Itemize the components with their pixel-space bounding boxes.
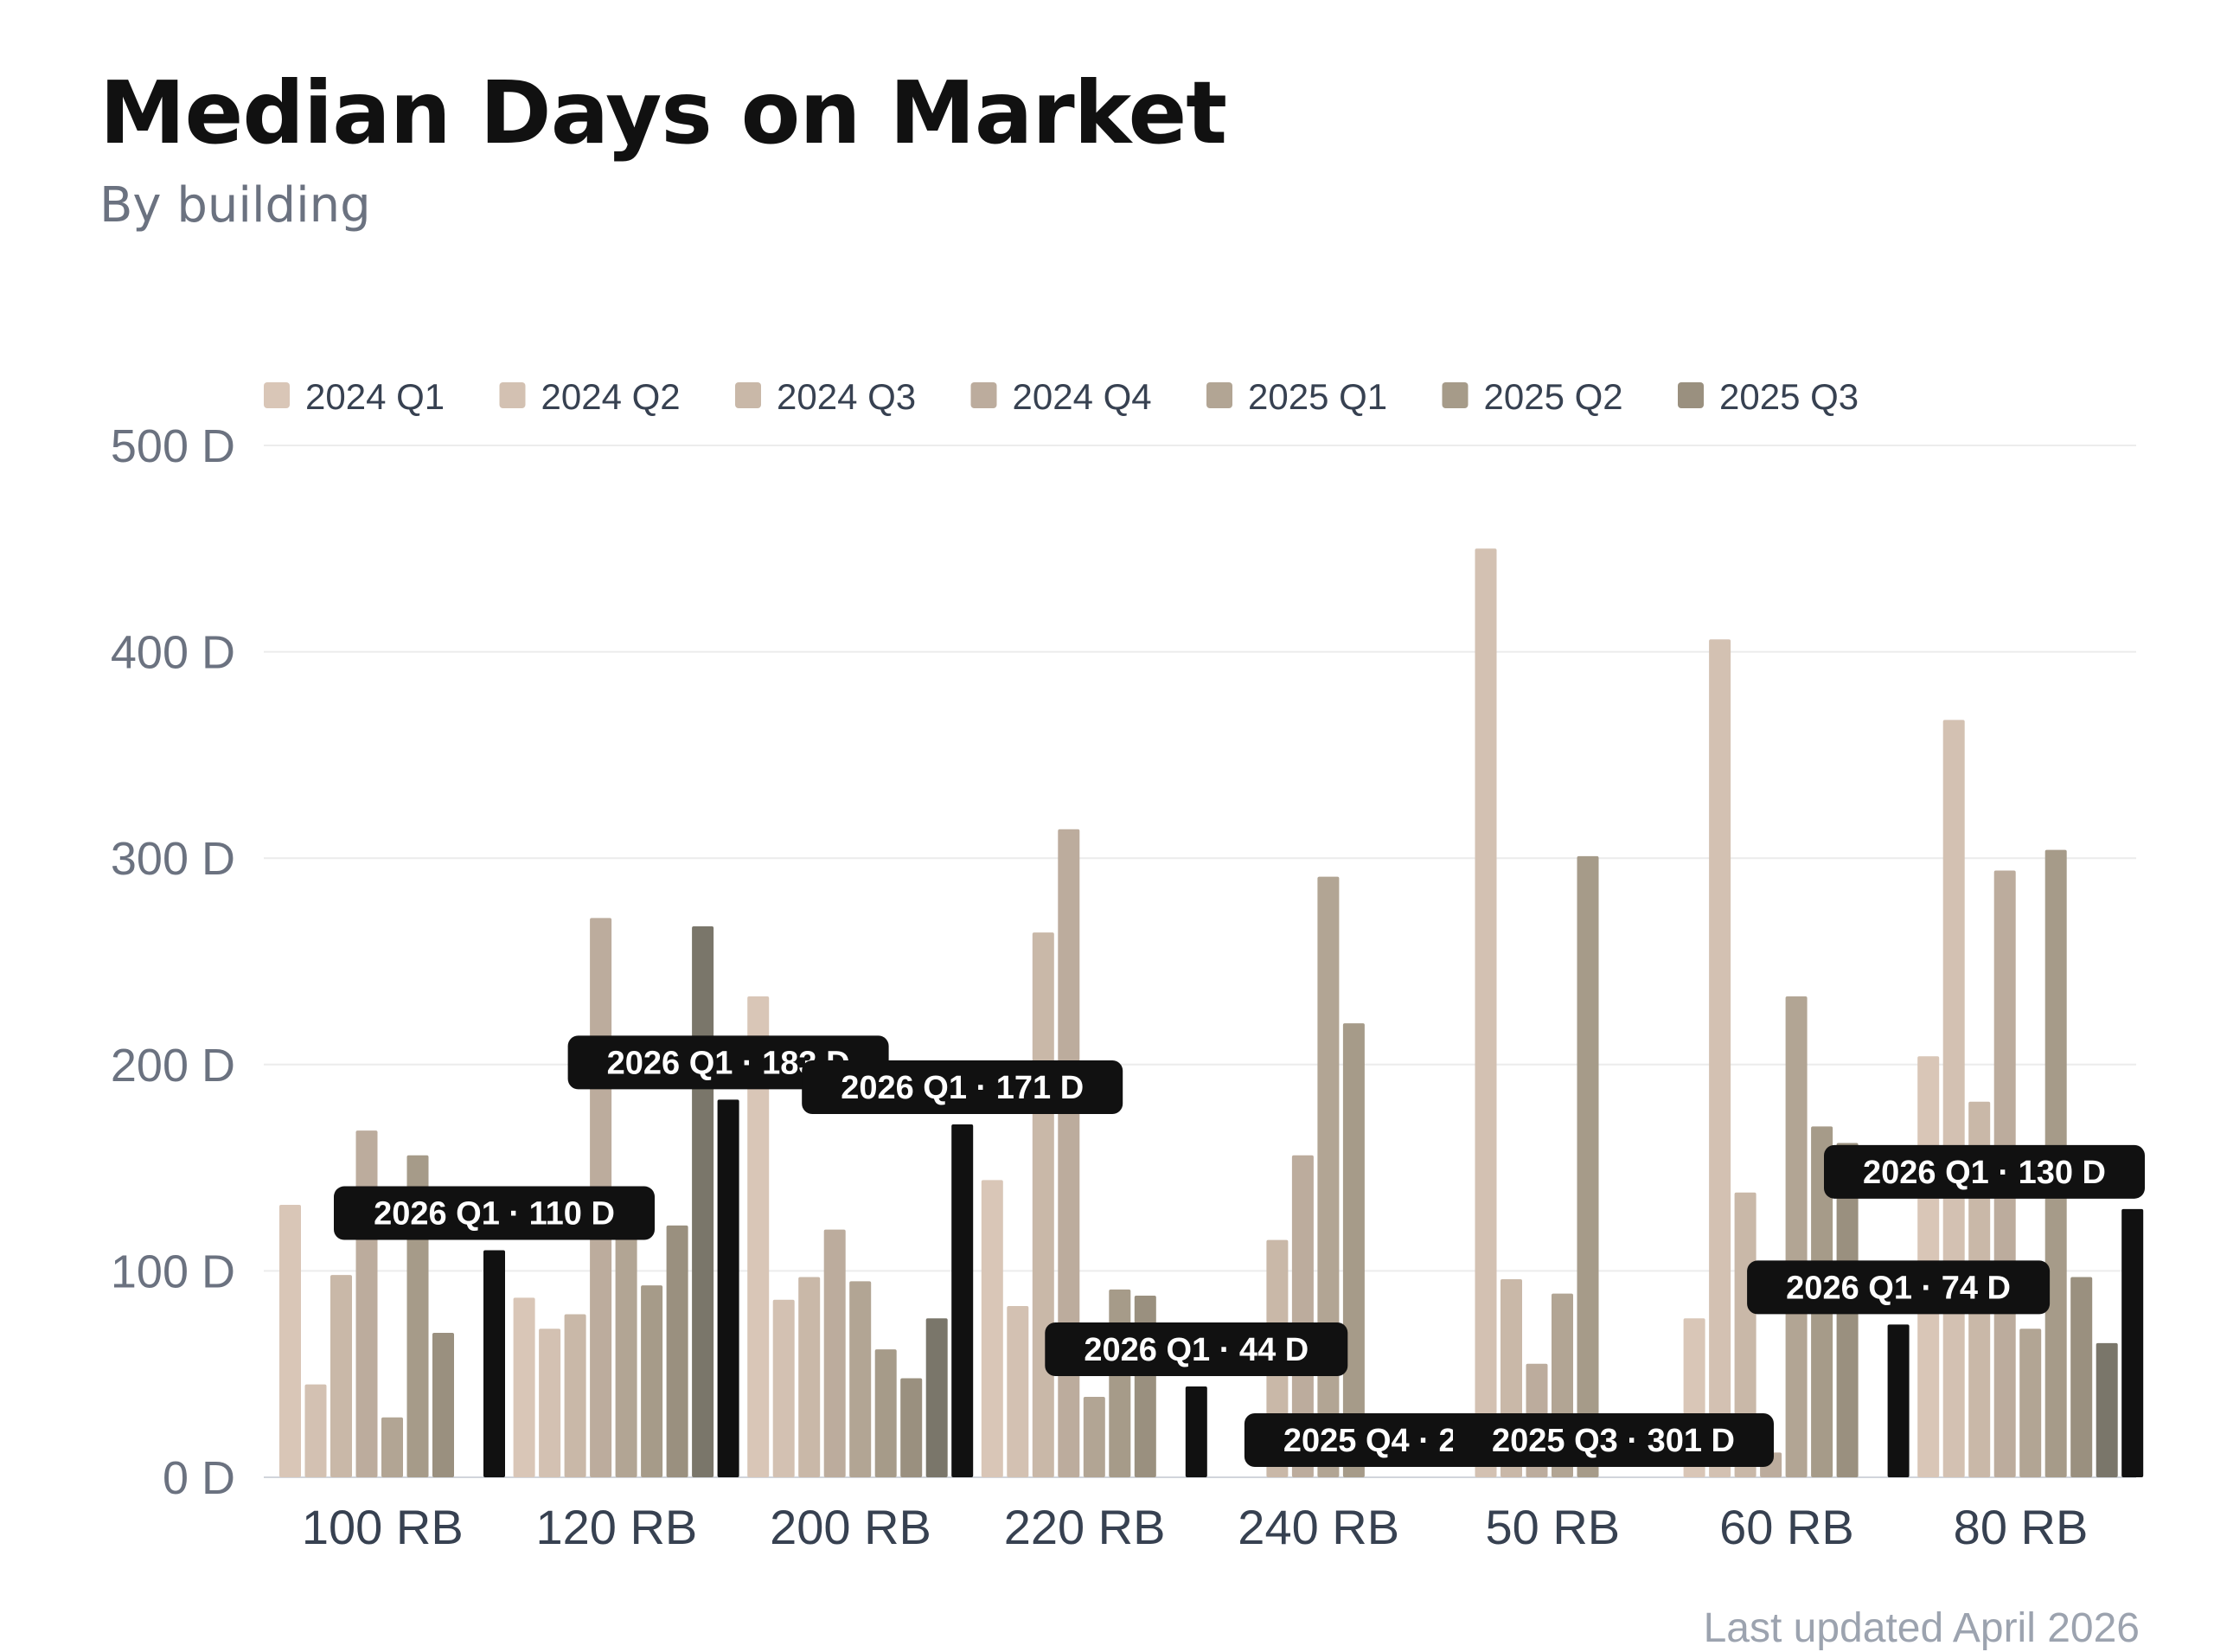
x-axis: 100 RB 120 RB 200 RB 220 RB 240 RB 50 RB 60 RB… xyxy=(302,1500,2088,1554)
bar-100-rb-2025-q1 xyxy=(381,1417,403,1477)
annotation-label: 2026 Q1 · 110 D xyxy=(374,1196,615,1233)
x-tick-label: 120 RB xyxy=(536,1500,698,1554)
bar-200-rb-2026-q1 xyxy=(951,1124,974,1477)
y-tick-label: 200 D xyxy=(111,1040,235,1092)
x-tick-label: 100 RB xyxy=(302,1500,464,1554)
legend: 2024 Q1 2024 Q2 2024 Q3 2024 Q4 2025 Q1 2025 … xyxy=(264,376,1859,417)
chart-subtitle: By building xyxy=(99,177,371,234)
bar-240-rb-2025-q2 xyxy=(1342,1023,1365,1477)
legend-swatch-2024-q1 xyxy=(264,382,290,408)
legend-label: 2024 Q3 xyxy=(777,376,916,417)
x-tick-label: 220 RB xyxy=(1004,1500,1166,1554)
bar-120-rb-2026-q1 xyxy=(717,1099,739,1477)
legend-label: 2025 Q2 xyxy=(1484,376,1623,417)
annotation-label: 2026 Q1 · 74 D xyxy=(1786,1270,2011,1306)
annotation-label: 2026 Q1 · 44 D xyxy=(1084,1332,1309,1368)
bar-120-rb-2025-q3 xyxy=(666,1225,688,1477)
bar-120-rb-2024-q1 xyxy=(513,1297,535,1477)
bar-80-rb-2025-q4 xyxy=(2096,1342,2118,1477)
x-tick-label: 50 RB xyxy=(1485,1500,1620,1554)
y-tick-label: 400 D xyxy=(111,627,235,679)
annotation-100-rb: 2026 Q1 · 110 D xyxy=(334,1186,655,1240)
x-tick-label: 200 RB xyxy=(770,1500,931,1554)
legend-swatch-2024-q2 xyxy=(499,382,526,408)
bar-100-rb-2026-q1 xyxy=(483,1250,505,1477)
bar-80-rb-2026-q1 xyxy=(2121,1208,2144,1477)
bar-100-rb-2024-q2 xyxy=(304,1384,327,1477)
bar-220-rb-2024-q3 xyxy=(1032,932,1054,1477)
chart-title: Median Days on Market xyxy=(99,62,1227,163)
bar-50-rb-2025-q2 xyxy=(1577,855,1599,1477)
bar-60-rb-2026-q1 xyxy=(1887,1324,1910,1477)
legend-label: 2024 Q4 xyxy=(1013,376,1152,417)
legend-swatch-2025-q1 xyxy=(1206,382,1232,408)
bar-200-rb-2024-q2 xyxy=(772,1299,795,1477)
legend-swatch-2024-q3 xyxy=(735,382,761,408)
bar-200-rb-2024-q1 xyxy=(747,996,770,1477)
x-tick-label: 240 RB xyxy=(1238,1500,1399,1554)
bar-220-rb-2024-q4 xyxy=(1058,829,1080,1477)
annotation-80-rb: 2026 Q1 · 130 D xyxy=(1824,1144,2145,1199)
annotation-60-rb: 2026 Q1 · 74 D xyxy=(1747,1260,2051,1315)
bar-100-rb-2024-q1 xyxy=(279,1205,301,1477)
annotation-50-rb: 2025 Q3 · 301 D xyxy=(1453,1413,1774,1467)
bar-220-rb-2025-q2 xyxy=(1109,1289,1131,1477)
annotation-box xyxy=(802,1060,1123,1114)
bar-100-rb-2024-q4 xyxy=(355,1130,378,1477)
bar-200-rb-2025-q3 xyxy=(900,1378,923,1477)
bar-50-rb-2024-q2 xyxy=(1475,548,1497,1477)
y-axis: 0 D 100 D 200 D 300 D 400 D 500 D xyxy=(111,420,235,1504)
bar-80-rb-2024-q2 xyxy=(1942,720,1965,1477)
bar-240-rb-2024-q4 xyxy=(1291,1155,1314,1477)
y-tick-label: 500 D xyxy=(111,420,235,472)
annotation-box xyxy=(1747,1260,2051,1315)
bar-100-rb-2024-q3 xyxy=(330,1275,352,1477)
bar-120-rb-2025-q1 xyxy=(615,1225,637,1477)
last-updated-note: Last updated April 2026 xyxy=(1703,1605,2140,1651)
legend-swatch-2025-q3 xyxy=(1678,382,1704,408)
bar-220-rb-2024-q1 xyxy=(981,1180,1003,1477)
bar-220-rb-2026-q1 xyxy=(1185,1386,1207,1477)
legend-label: 2024 Q1 xyxy=(305,376,445,417)
annotation-label: 2026 Q1 · 171 D xyxy=(841,1070,1084,1106)
x-tick-label: 80 RB xyxy=(1954,1500,2089,1554)
annotation-box xyxy=(1453,1413,1774,1467)
bar-240-rb-2025-q1 xyxy=(1317,876,1340,1477)
legend-label: 2025 Q1 xyxy=(1248,376,1387,417)
bar-200-rb-2025-q4 xyxy=(925,1318,948,1477)
annotation-box xyxy=(1045,1322,1348,1377)
bar-120-rb-2025-q2 xyxy=(641,1285,663,1477)
legend-label: 2024 Q2 xyxy=(541,376,681,417)
annotation-label: 2025 Q3 · 301 D xyxy=(1492,1423,1735,1459)
bar-220-rb-2024-q2 xyxy=(1007,1305,1029,1477)
annotation-label: 2026 Q1 · 130 D xyxy=(1863,1155,2106,1191)
bar-120-rb-2025-q4 xyxy=(692,925,714,1477)
bar-220-rb-2025-q1 xyxy=(1083,1396,1105,1477)
y-tick-label: 100 D xyxy=(111,1245,235,1297)
legend-label: 2025 Q3 xyxy=(1719,376,1859,417)
bar-60-rb-2024-q2 xyxy=(1709,639,1731,1477)
y-tick-label: 0 D xyxy=(163,1452,235,1504)
bar-80-rb-2025-q3 xyxy=(2070,1277,2093,1477)
bar-120-rb-2024-q3 xyxy=(564,1314,586,1477)
annotation-200-rb: 2026 Q1 · 171 D xyxy=(802,1060,1123,1114)
bar-80-rb-2025-q1 xyxy=(2019,1329,2042,1477)
legend-swatch-2025-q2 xyxy=(1442,382,1469,408)
bar-200-rb-2024-q4 xyxy=(823,1229,846,1477)
annotation-box xyxy=(334,1186,655,1240)
annotation-220-rb: 2026 Q1 · 44 D xyxy=(1045,1322,1348,1377)
bar-200-rb-2025-q2 xyxy=(874,1349,897,1477)
bar-60-rb-2025-q1 xyxy=(1785,996,1808,1477)
y-tick-label: 300 D xyxy=(111,833,235,885)
bar-100-rb-2025-q3 xyxy=(432,1332,454,1477)
x-tick-label: 60 RB xyxy=(1719,1500,1854,1554)
bar-200-rb-2024-q3 xyxy=(798,1277,821,1477)
bar-120-rb-2024-q2 xyxy=(539,1329,561,1477)
bar-200-rb-2025-q1 xyxy=(849,1281,872,1477)
annotation-box xyxy=(1824,1144,2145,1199)
legend-swatch-2024-q4 xyxy=(970,382,997,408)
